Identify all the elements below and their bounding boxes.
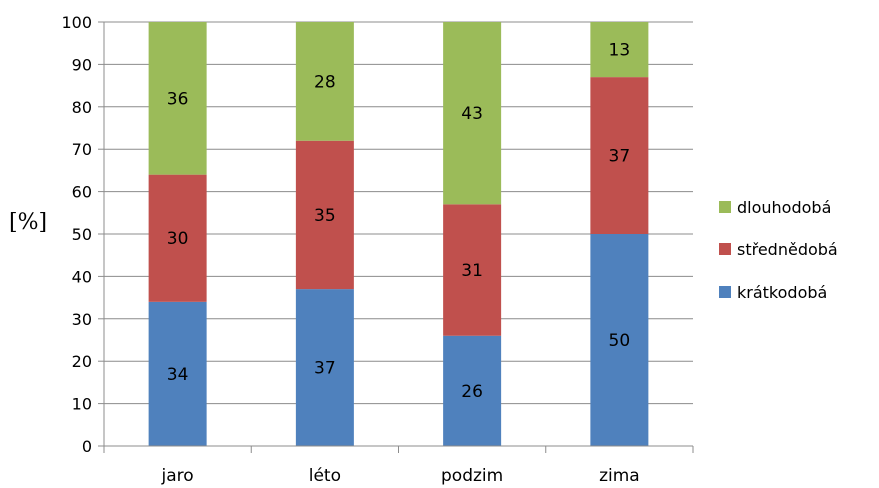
bar-segment: [148, 174, 207, 302]
data-label: 31: [461, 261, 483, 281]
y-tick-label: 50: [72, 225, 92, 244]
x-category-label: léto: [309, 466, 341, 486]
y-tick-label: 10: [72, 395, 92, 414]
data-label: 30: [167, 229, 189, 249]
y-tick-label: 40: [72, 267, 92, 286]
bar-segment: [443, 204, 502, 336]
data-label: 36: [167, 89, 189, 109]
y-axis-ticks: 0 10 20 30 40 50 60 70 80 90 100: [61, 13, 104, 456]
x-category-label: jaro: [161, 466, 194, 486]
legend-swatch: [719, 286, 731, 298]
data-label: 43: [461, 104, 483, 124]
bar-segment: [590, 77, 649, 235]
data-label: 26: [461, 382, 483, 402]
bar-segment: [148, 22, 207, 175]
x-axis-ticks: jaro léto podzim zima: [103, 446, 694, 486]
bars: 34 30 36 37 35 28 26 31 43 50 37 13: [148, 22, 649, 446]
bar-segment: [443, 335, 502, 446]
bar-segment: [443, 22, 502, 205]
legend: dlouhodobá střednědobá krátkodobá: [719, 198, 838, 302]
data-label: 35: [314, 206, 336, 226]
data-label: 37: [609, 147, 631, 167]
bar-segment: [590, 22, 649, 78]
y-tick-label: 70: [72, 140, 92, 159]
y-axis-label: [%]: [9, 210, 47, 235]
bar-segment: [295, 289, 354, 446]
y-tick-label: 90: [72, 55, 92, 74]
bar-segment: [590, 234, 649, 446]
x-category-label: podzim: [441, 466, 503, 486]
y-tick-label: 20: [72, 352, 92, 371]
y-tick-label: 0: [82, 437, 92, 456]
bar-segment: [295, 140, 354, 290]
data-label: 50: [609, 331, 631, 351]
legend-swatch: [719, 201, 731, 213]
y-tick-label: 30: [72, 310, 92, 329]
y-tick-label: 80: [72, 98, 92, 117]
legend-label: dlouhodobá: [737, 198, 831, 217]
data-label: 13: [609, 41, 631, 61]
legend-swatch: [719, 243, 731, 255]
x-category-label: zima: [599, 466, 640, 486]
legend-label: střednědobá: [737, 240, 838, 259]
bar-segment: [295, 22, 354, 141]
data-label: 34: [167, 365, 189, 385]
legend-label: krátkodobá: [737, 283, 827, 302]
data-label: 28: [314, 72, 336, 92]
y-tick-label: 100: [61, 13, 92, 32]
data-label: 37: [314, 359, 336, 379]
bar-segment: [148, 301, 207, 446]
y-tick-label: 60: [72, 183, 92, 202]
